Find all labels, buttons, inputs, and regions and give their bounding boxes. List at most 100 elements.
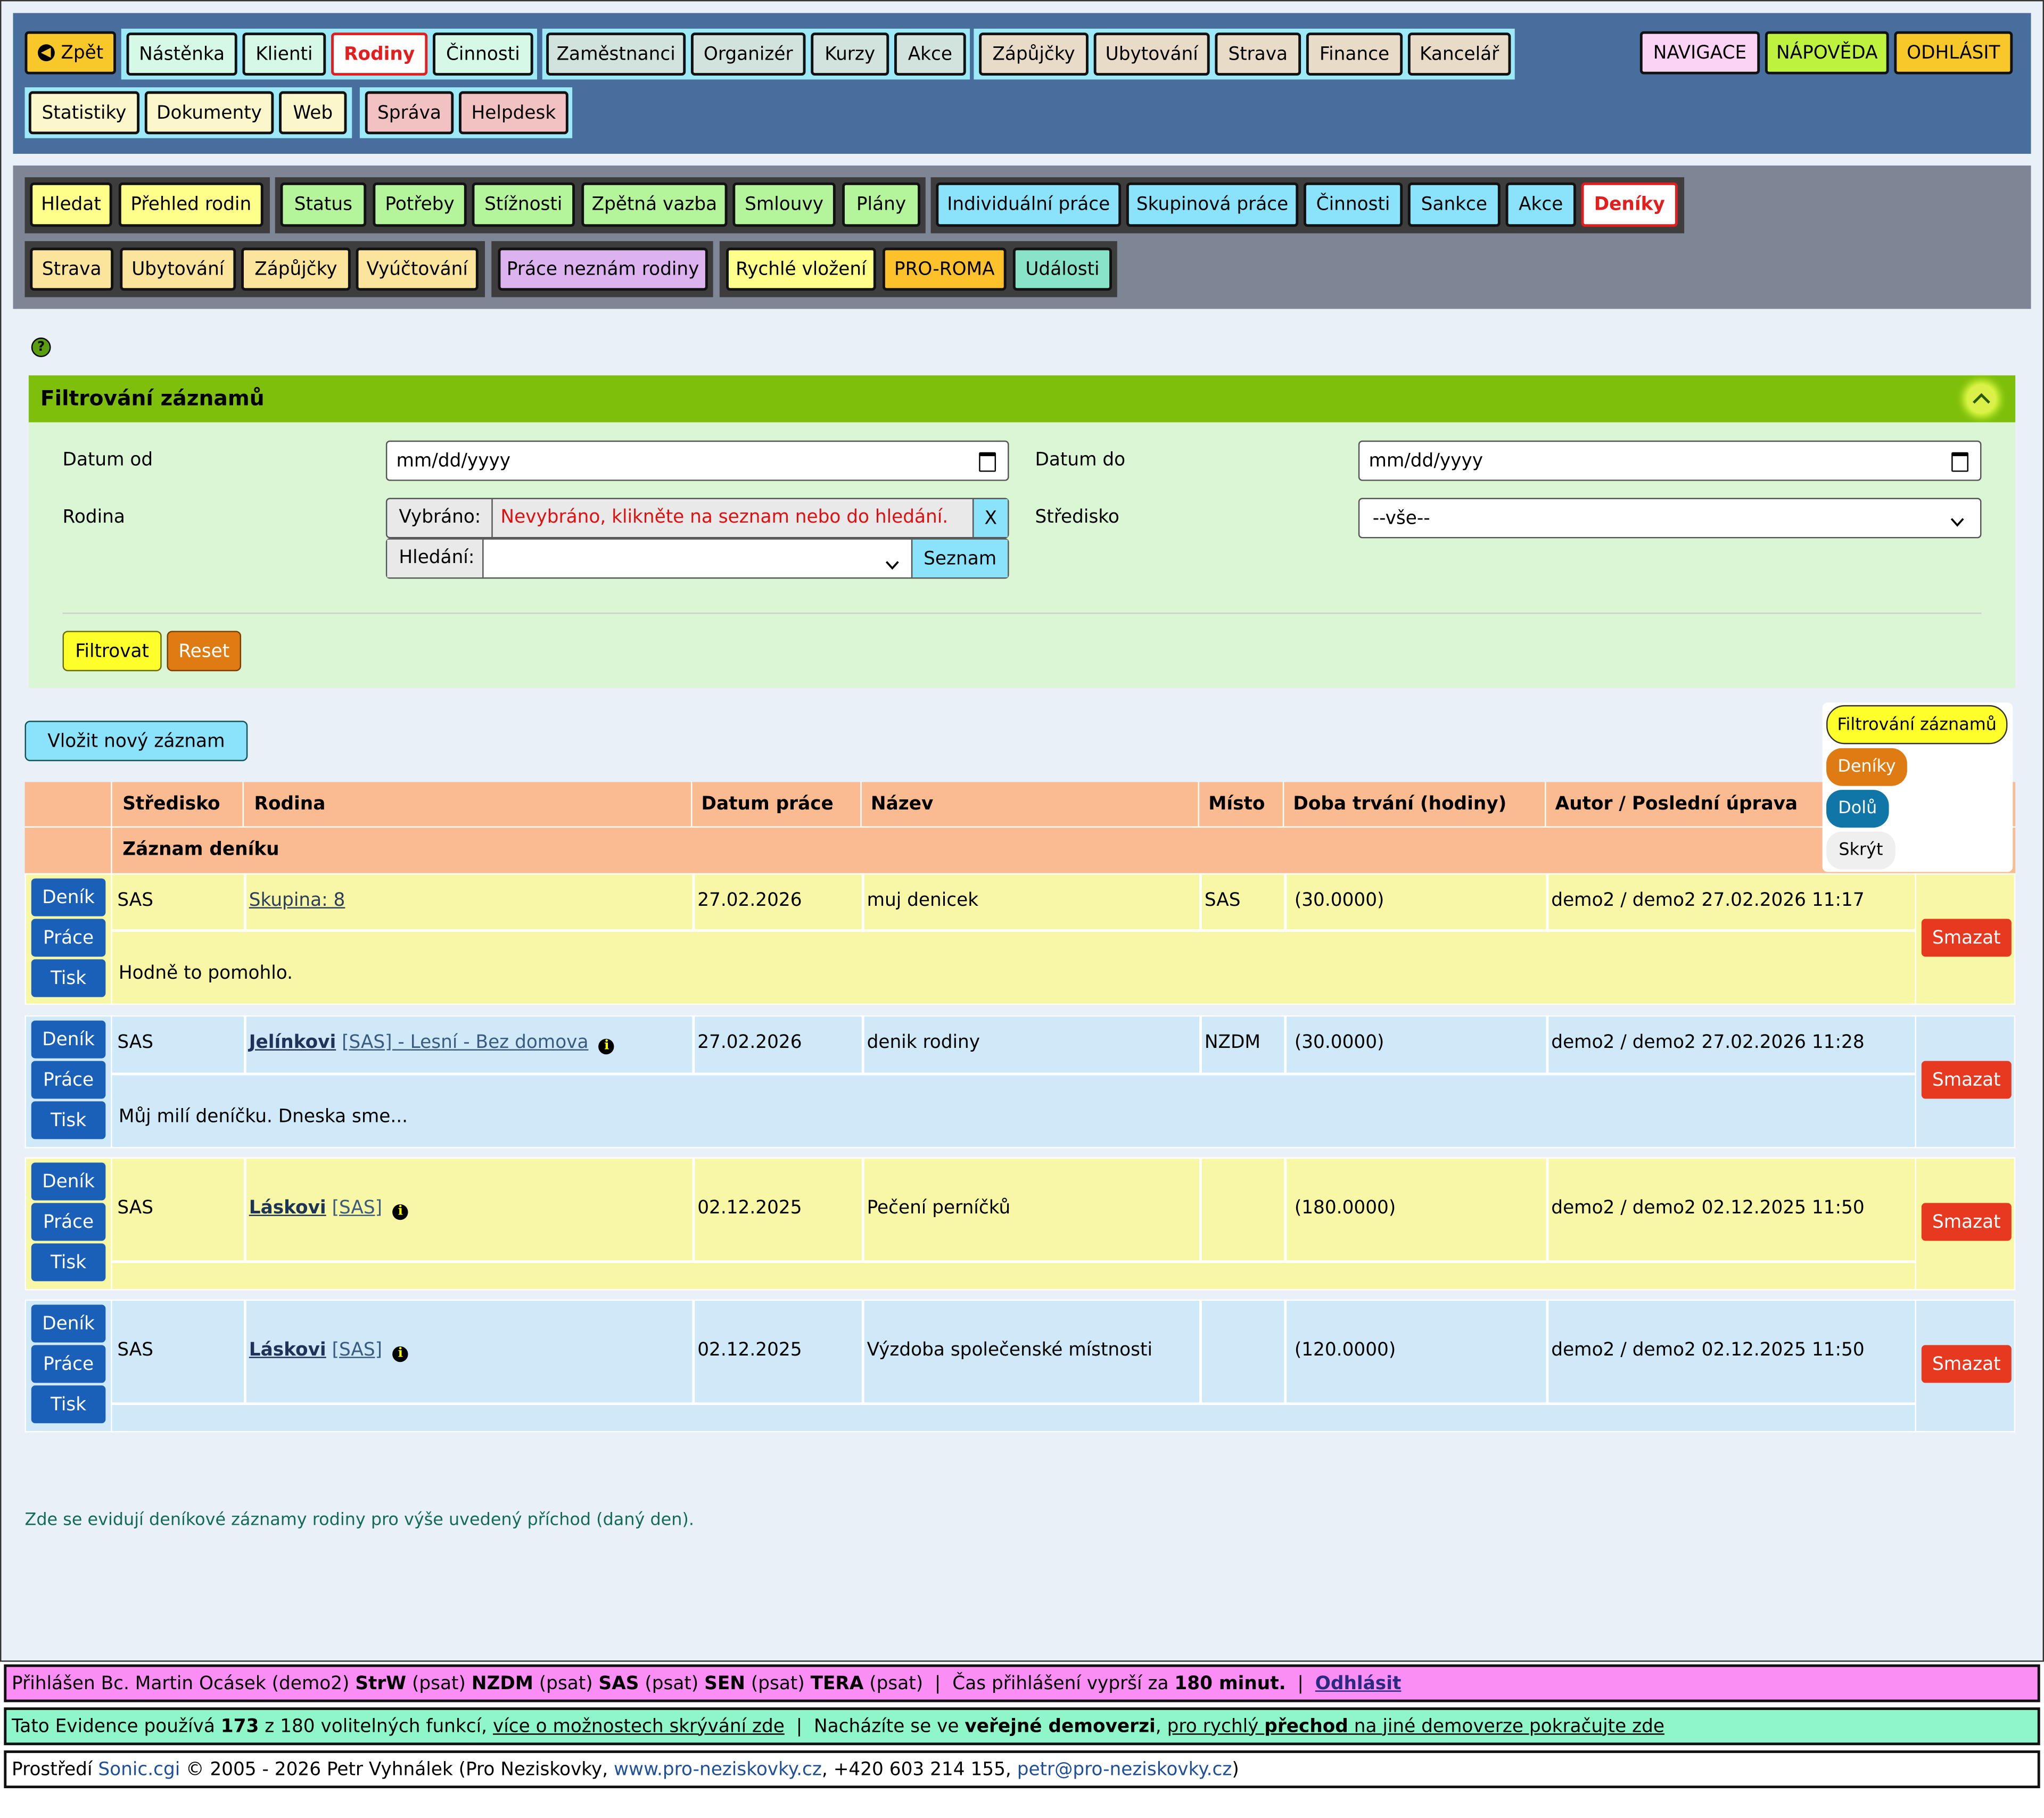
family-search-input[interactable] <box>485 540 912 577</box>
collapse-chevron-icon[interactable] <box>1967 384 1996 414</box>
diary-button[interactable]: Deník <box>31 1020 106 1059</box>
nav-cinnosti[interactable]: Činnosti <box>433 32 533 76</box>
navigace-button[interactable]: NAVIGACE <box>1639 31 1760 75</box>
date-to-input[interactable]: mm/dd/yyyy <box>1358 440 1982 481</box>
nav-zamestnanci[interactable]: Zaměstnanci <box>546 32 686 76</box>
subnav-hledat[interactable]: Hledat <box>30 182 112 227</box>
nav-klienti[interactable]: Klienti <box>242 32 326 76</box>
center-select[interactable]: --vše-- <box>1358 498 1982 539</box>
subnav-stiznosti[interactable]: Stížnosti <box>472 182 575 227</box>
float-filtrovani[interactable]: Filtrování záznamů <box>1826 705 2008 745</box>
subnav-zpetna-vazba[interactable]: Zpětná vazba <box>581 182 728 227</box>
print-button[interactable]: Tisk <box>31 1101 106 1139</box>
family-link[interactable]: Jelínkovi <box>249 1032 336 1053</box>
subnav-cinnosti[interactable]: Činnosti <box>1304 182 1403 227</box>
nav-nastenka[interactable]: Nástěnka <box>126 32 237 76</box>
subnav-ubytovani[interactable]: Ubytování <box>120 247 236 291</box>
subnav-deniky[interactable]: Deníky <box>1581 182 1678 227</box>
delete-button[interactable]: Smazat <box>1921 1203 2012 1241</box>
float-deniky[interactable]: Deníky <box>1826 748 1907 786</box>
col-nazev[interactable]: Název <box>870 794 934 815</box>
nav-rodiny[interactable]: Rodiny <box>331 32 428 76</box>
family-link[interactable]: Láskovi <box>249 1340 326 1361</box>
diary-button[interactable]: Deník <box>31 878 106 916</box>
subnav-udalosti[interactable]: Události <box>1012 247 1112 291</box>
nav-strava[interactable]: Strava <box>1215 32 1301 76</box>
subnav-individualni-prace[interactable]: Individuální práce <box>936 182 1122 227</box>
help-icon[interactable]: ? <box>31 337 51 358</box>
info-icon[interactable]: i <box>392 1345 408 1361</box>
nav-ubytovani[interactable]: Ubytování <box>1093 32 1210 76</box>
col-misto[interactable]: Místo <box>1208 794 1265 815</box>
clear-family-button[interactable]: X <box>972 499 1008 537</box>
nav-sprava[interactable]: Správa <box>365 91 454 135</box>
subnav-plany[interactable]: Plány <box>842 182 920 227</box>
work-button[interactable]: Práce <box>31 919 106 957</box>
family-tag[interactable]: [SAS] - Lesní - Bez domova <box>342 1032 589 1053</box>
float-skryt[interactable]: Skrýt <box>1826 831 1895 870</box>
nav-kancelar[interactable]: Kancelář <box>1407 32 1511 76</box>
nav-organizer[interactable]: Organizér <box>690 32 806 76</box>
subnav-pro-roma[interactable]: PRO-ROMA <box>882 247 1007 291</box>
delete-button[interactable]: Smazat <box>1921 1061 2012 1099</box>
date-from-input[interactable]: mm/dd/yyyy <box>385 440 1009 481</box>
nav-kurzy[interactable]: Kurzy <box>811 32 889 76</box>
nav-akce[interactable]: Akce <box>894 32 966 76</box>
web-link[interactable]: www.pro-neziskovky.cz <box>614 1758 822 1780</box>
work-button[interactable]: Práce <box>31 1345 106 1383</box>
col-stredisko[interactable]: Středisko <box>122 794 220 815</box>
logout-link[interactable]: Odhlásit <box>1315 1673 1402 1694</box>
calendar-icon[interactable] <box>979 452 996 472</box>
family-list-button[interactable]: Seznam <box>911 539 1008 577</box>
info-icon[interactable]: i <box>599 1038 615 1054</box>
print-button[interactable]: Tisk <box>31 1243 106 1282</box>
chevron-down-icon[interactable] <box>885 551 900 576</box>
subnav-strava[interactable]: Strava <box>30 247 114 291</box>
subnav-sankce[interactable]: Sankce <box>1407 182 1501 227</box>
delete-button[interactable]: Smazat <box>1921 919 2012 957</box>
print-button[interactable]: Tisk <box>31 959 106 997</box>
nav-statistiky[interactable]: Statistiky <box>28 91 140 135</box>
calendar-icon[interactable] <box>1951 452 1968 472</box>
work-button[interactable]: Práce <box>31 1061 106 1099</box>
subnav-prace-neznam-rodiny[interactable]: Práce neznám rodiny <box>498 247 708 291</box>
subnav-skupinova-prace[interactable]: Skupinová práce <box>1126 182 1299 227</box>
hiding-info-link[interactable]: více o možnostech skrývání zde <box>492 1716 785 1737</box>
back-button[interactable]: ◀ Zpět <box>24 31 116 75</box>
sonic-link[interactable]: Sonic.cgi <box>98 1758 180 1780</box>
subnav-rychle-vlozeni[interactable]: Rychlé vložení <box>726 247 876 291</box>
col-rodina[interactable]: Rodina <box>254 794 326 815</box>
print-button[interactable]: Tisk <box>31 1385 106 1424</box>
delete-button[interactable]: Smazat <box>1921 1345 2012 1383</box>
diary-button[interactable]: Deník <box>31 1162 106 1201</box>
subnav-smlouvy[interactable]: Smlouvy <box>732 182 836 227</box>
nav-web[interactable]: Web <box>279 91 347 135</box>
family-tag[interactable]: [SAS] <box>332 1197 383 1219</box>
nav-dokumenty[interactable]: Dokumenty <box>144 91 274 135</box>
family-link[interactable]: Láskovi <box>249 1197 326 1219</box>
reset-button[interactable]: Reset <box>167 631 242 672</box>
family-link[interactable]: Skupina: 8 <box>249 890 345 911</box>
nav-zapujcky[interactable]: Zápůjčky <box>979 32 1089 76</box>
napoveda-button[interactable]: NÁPOVĚDA <box>1765 31 1889 75</box>
filter-button[interactable]: Filtrovat <box>62 631 162 672</box>
subnav-vyuctovani[interactable]: Vyúčtování <box>356 247 479 291</box>
subnav-potreby[interactable]: Potřeby <box>373 182 467 227</box>
filter-panel-header[interactable]: Filtrování záznamů <box>28 375 2016 423</box>
float-dolu[interactable]: Dolů <box>1826 790 1889 828</box>
email-link[interactable]: petr@pro-neziskovky.cz <box>1017 1758 1232 1780</box>
nav-helpdesk[interactable]: Helpdesk <box>459 91 568 135</box>
col-autor[interactable]: Autor / Poslední úprava <box>1555 794 1798 815</box>
subnav-zapujcky[interactable]: Zápůjčky <box>241 247 351 291</box>
info-icon[interactable]: i <box>392 1203 408 1220</box>
col-datum-prace[interactable]: Datum práce <box>701 794 834 815</box>
diary-button[interactable]: Deník <box>31 1304 106 1343</box>
subnav-akce[interactable]: Akce <box>1505 182 1576 227</box>
odhlasit-button[interactable]: ODHLÁSIT <box>1894 31 2013 75</box>
subnav-prehled-rodin[interactable]: Přehled rodin <box>118 182 263 227</box>
insert-record-button[interactable]: Vložit nový záznam <box>24 721 248 762</box>
col-doba-trvani[interactable]: Doba trvání (hodiny) <box>1293 794 1507 815</box>
demo-switch-link[interactable]: pro rychlý přechod na jiné demoverze pok… <box>1167 1716 1664 1737</box>
family-tag[interactable]: [SAS] <box>332 1340 383 1361</box>
subnav-status[interactable]: Status <box>280 182 367 227</box>
